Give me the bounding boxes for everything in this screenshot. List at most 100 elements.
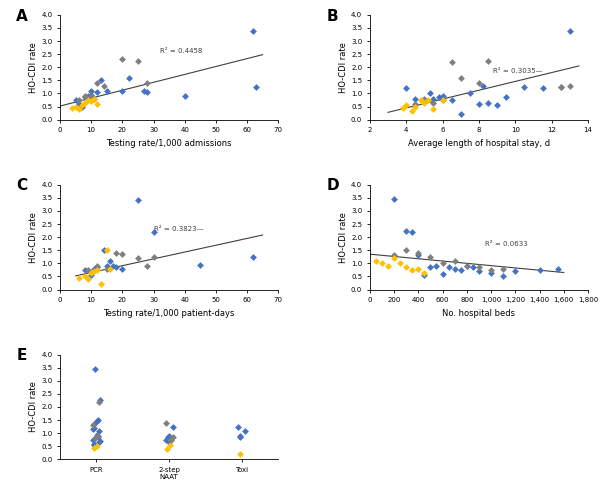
Text: R² = 0.0633: R² = 0.0633 <box>485 241 528 247</box>
Point <box>444 263 454 271</box>
Point <box>102 247 112 254</box>
Point <box>88 425 98 433</box>
Point <box>438 96 448 104</box>
Point <box>450 257 460 265</box>
Point <box>413 265 423 273</box>
Point <box>105 257 115 265</box>
Point <box>407 228 417 236</box>
Point <box>511 267 520 275</box>
Point <box>168 423 178 431</box>
Point <box>77 103 86 111</box>
Point <box>164 432 174 440</box>
Point <box>240 427 250 435</box>
Point <box>486 269 496 277</box>
Point <box>456 111 466 119</box>
Point <box>398 104 407 112</box>
Point <box>74 274 83 282</box>
Point <box>401 247 411 254</box>
Point <box>474 79 484 87</box>
Point <box>133 254 143 262</box>
Point <box>92 100 102 108</box>
Text: A: A <box>16 8 28 24</box>
Point <box>102 265 112 273</box>
X-axis label: Testing rate/1,000 patient-days: Testing rate/1,000 patient-days <box>103 309 235 318</box>
Y-axis label: HO-CDI rate: HO-CDI rate <box>339 212 348 262</box>
Point <box>450 265 460 273</box>
Point <box>248 253 258 261</box>
Y-axis label: HO-CDI rate: HO-CDI rate <box>339 42 348 93</box>
Point <box>80 266 90 274</box>
Point <box>89 95 99 103</box>
Point <box>83 96 93 104</box>
Point <box>86 92 96 100</box>
Point <box>468 263 478 271</box>
X-axis label: Testing rate/1,000 admissions: Testing rate/1,000 admissions <box>106 139 232 148</box>
Point <box>447 58 457 66</box>
Point <box>86 97 96 105</box>
Point <box>112 249 121 257</box>
Point <box>462 262 472 270</box>
Text: R² = 0.4458: R² = 0.4458 <box>160 48 202 54</box>
Point <box>428 95 438 103</box>
Point <box>565 82 575 89</box>
Point <box>95 437 104 445</box>
Text: E: E <box>16 348 27 363</box>
Text: C: C <box>16 178 28 193</box>
Point <box>92 442 102 450</box>
Point <box>164 439 173 447</box>
Point <box>86 91 96 99</box>
Point <box>486 266 496 274</box>
Point <box>236 433 245 441</box>
Point <box>166 436 176 444</box>
Point <box>478 82 487 89</box>
Point <box>401 263 411 271</box>
Point <box>438 92 448 100</box>
Point <box>419 96 429 104</box>
Point <box>419 95 429 103</box>
Point <box>462 262 472 270</box>
Point <box>401 101 411 109</box>
Point <box>416 96 425 104</box>
Point <box>99 82 109 89</box>
Point <box>74 96 83 104</box>
Point <box>89 267 99 275</box>
Point <box>89 420 98 428</box>
Text: D: D <box>326 178 339 193</box>
Point <box>93 416 103 424</box>
Point <box>499 273 508 281</box>
Point <box>377 259 387 267</box>
Point <box>502 93 511 101</box>
Point <box>423 96 433 104</box>
Point <box>71 103 80 111</box>
Point <box>425 263 435 271</box>
Point <box>425 89 434 97</box>
Point <box>95 397 104 405</box>
Text: B: B <box>326 8 338 24</box>
Point <box>83 92 93 100</box>
Point <box>235 432 245 440</box>
Point <box>89 441 99 449</box>
Point <box>133 197 143 205</box>
Point <box>434 93 444 101</box>
Point <box>438 259 448 267</box>
Point <box>163 433 172 441</box>
Point <box>80 99 90 107</box>
Point <box>556 83 566 91</box>
Point <box>96 77 106 84</box>
Point <box>89 440 99 448</box>
Point <box>236 450 245 458</box>
Point <box>168 433 178 441</box>
Point <box>438 270 448 278</box>
Point <box>492 101 502 109</box>
Point <box>565 27 575 35</box>
Point <box>80 273 90 281</box>
Point <box>474 267 484 275</box>
Point <box>389 251 399 259</box>
Point <box>465 89 475 97</box>
Point <box>383 262 393 270</box>
Point <box>93 433 103 441</box>
Point <box>133 57 143 65</box>
X-axis label: Average length of hospital stay, d: Average length of hospital stay, d <box>408 139 550 148</box>
Point <box>483 99 493 107</box>
Point <box>102 262 112 270</box>
